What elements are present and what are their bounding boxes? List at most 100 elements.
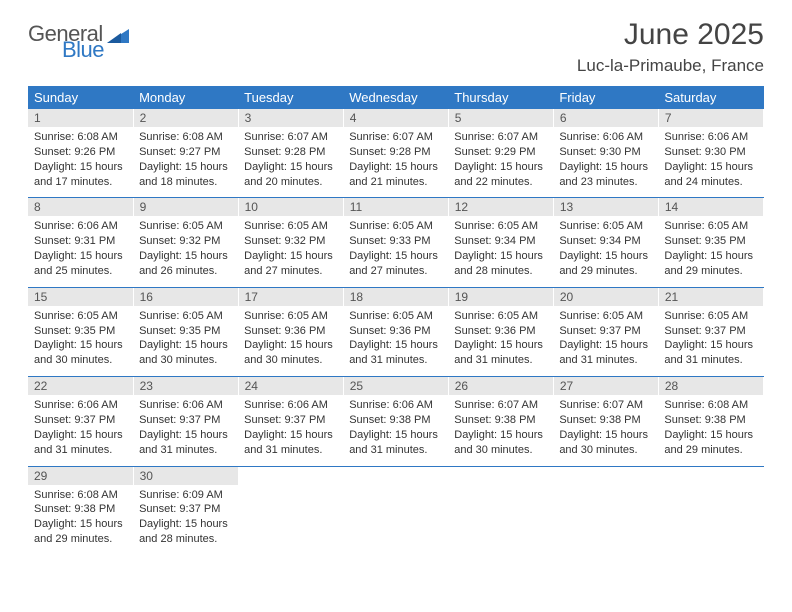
day-number-cell: 2 (133, 109, 238, 127)
day-number-cell: 12 (448, 198, 553, 216)
sunset-text: Sunset: 9:34 PM (559, 234, 652, 249)
daylight-text-2: and 31 minutes. (559, 353, 652, 368)
day-number-cell: 14 (658, 198, 763, 216)
sunset-text: Sunset: 9:28 PM (349, 145, 442, 160)
daylight-text-1: Daylight: 15 hours (454, 160, 547, 175)
day-detail-cell: Sunrise: 6:08 AMSunset: 9:38 PMDaylight:… (28, 485, 133, 555)
day-number-cell (553, 467, 658, 485)
day-detail-cell: Sunrise: 6:05 AMSunset: 9:34 PMDaylight:… (448, 216, 553, 287)
day-detail-cell: Sunrise: 6:06 AMSunset: 9:30 PMDaylight:… (553, 127, 658, 198)
day-detail-cell: Sunrise: 6:09 AMSunset: 9:37 PMDaylight:… (133, 485, 238, 555)
day-number-cell: 19 (448, 288, 553, 306)
day-number-cell (448, 467, 553, 485)
day-detail-cell: Sunrise: 6:06 AMSunset: 9:30 PMDaylight:… (658, 127, 763, 198)
daylight-text-2: and 29 minutes. (559, 264, 652, 279)
daylight-text-1: Daylight: 15 hours (454, 428, 547, 443)
sunrise-text: Sunrise: 6:06 AM (139, 398, 232, 413)
dow-header: Sunday (28, 86, 133, 109)
day-detail-row: Sunrise: 6:08 AMSunset: 9:38 PMDaylight:… (28, 485, 764, 555)
calendar-table: SundayMondayTuesdayWednesdayThursdayFrid… (28, 86, 764, 555)
title-block: June 2025 Luc-la-Primaube, France (577, 18, 764, 76)
sunrise-text: Sunrise: 6:08 AM (139, 130, 232, 145)
day-number-cell: 22 (28, 377, 133, 395)
day-number-cell: 6 (553, 109, 658, 127)
location: Luc-la-Primaube, France (577, 56, 764, 76)
sunrise-text: Sunrise: 6:05 AM (139, 309, 232, 324)
day-detail-cell (238, 485, 343, 555)
sunrise-text: Sunrise: 6:06 AM (34, 398, 127, 413)
day-detail-cell (553, 485, 658, 555)
sunrise-text: Sunrise: 6:08 AM (664, 398, 757, 413)
sunset-text: Sunset: 9:35 PM (34, 324, 127, 339)
daylight-text-1: Daylight: 15 hours (559, 160, 652, 175)
daylight-text-1: Daylight: 15 hours (244, 338, 337, 353)
day-detail-cell: Sunrise: 6:06 AMSunset: 9:37 PMDaylight:… (133, 395, 238, 466)
sunset-text: Sunset: 9:38 PM (349, 413, 442, 428)
sunset-text: Sunset: 9:32 PM (139, 234, 232, 249)
dow-header: Saturday (658, 86, 763, 109)
day-detail-cell: Sunrise: 6:05 AMSunset: 9:32 PMDaylight:… (133, 216, 238, 287)
day-number-cell: 11 (343, 198, 448, 216)
day-number-cell: 4 (343, 109, 448, 127)
daylight-text-1: Daylight: 15 hours (34, 517, 127, 532)
daylight-text-1: Daylight: 15 hours (349, 249, 442, 264)
sunset-text: Sunset: 9:29 PM (454, 145, 547, 160)
daylight-text-1: Daylight: 15 hours (454, 249, 547, 264)
daylight-text-2: and 27 minutes. (244, 264, 337, 279)
sunrise-text: Sunrise: 6:05 AM (454, 309, 547, 324)
daylight-text-2: and 30 minutes. (34, 353, 127, 368)
day-detail-cell: Sunrise: 6:06 AMSunset: 9:37 PMDaylight:… (28, 395, 133, 466)
sunrise-text: Sunrise: 6:06 AM (244, 398, 337, 413)
sunset-text: Sunset: 9:34 PM (454, 234, 547, 249)
daylight-text-1: Daylight: 15 hours (664, 428, 757, 443)
sunset-text: Sunset: 9:38 PM (664, 413, 757, 428)
dow-header: Tuesday (238, 86, 343, 109)
sunset-text: Sunset: 9:36 PM (349, 324, 442, 339)
daylight-text-2: and 29 minutes. (34, 532, 127, 547)
day-number-cell (238, 467, 343, 485)
daylight-text-2: and 21 minutes. (349, 175, 442, 190)
daylight-text-2: and 30 minutes. (559, 443, 652, 458)
sunrise-text: Sunrise: 6:05 AM (349, 309, 442, 324)
sunrise-text: Sunrise: 6:05 AM (559, 309, 652, 324)
daylight-text-2: and 29 minutes. (664, 443, 757, 458)
daylight-text-2: and 31 minutes. (349, 443, 442, 458)
day-number-cell: 27 (553, 377, 658, 395)
daylight-text-1: Daylight: 15 hours (349, 338, 442, 353)
day-detail-cell: Sunrise: 6:05 AMSunset: 9:35 PMDaylight:… (133, 306, 238, 377)
daylight-text-1: Daylight: 15 hours (559, 249, 652, 264)
day-detail-cell: Sunrise: 6:05 AMSunset: 9:37 PMDaylight:… (658, 306, 763, 377)
daylight-text-1: Daylight: 15 hours (34, 160, 127, 175)
sunrise-text: Sunrise: 6:06 AM (559, 130, 652, 145)
logo-text-blue: Blue (62, 40, 129, 60)
sunset-text: Sunset: 9:36 PM (244, 324, 337, 339)
day-number-cell: 10 (238, 198, 343, 216)
day-detail-cell: Sunrise: 6:08 AMSunset: 9:27 PMDaylight:… (133, 127, 238, 198)
header: General Blue June 2025 Luc-la-Primaube, … (28, 18, 764, 76)
dow-header: Thursday (448, 86, 553, 109)
sunrise-text: Sunrise: 6:07 AM (244, 130, 337, 145)
sunrise-text: Sunrise: 6:09 AM (139, 488, 232, 503)
day-detail-row: Sunrise: 6:08 AMSunset: 9:26 PMDaylight:… (28, 127, 764, 198)
day-detail-cell: Sunrise: 6:08 AMSunset: 9:26 PMDaylight:… (28, 127, 133, 198)
daylight-text-2: and 31 minutes. (664, 353, 757, 368)
sunrise-text: Sunrise: 6:07 AM (559, 398, 652, 413)
day-number-cell: 15 (28, 288, 133, 306)
sunrise-text: Sunrise: 6:05 AM (664, 219, 757, 234)
sunset-text: Sunset: 9:27 PM (139, 145, 232, 160)
day-detail-cell: Sunrise: 6:07 AMSunset: 9:38 PMDaylight:… (448, 395, 553, 466)
daylight-text-2: and 25 minutes. (34, 264, 127, 279)
day-detail-cell: Sunrise: 6:05 AMSunset: 9:32 PMDaylight:… (238, 216, 343, 287)
day-number-cell: 26 (448, 377, 553, 395)
sunrise-text: Sunrise: 6:05 AM (664, 309, 757, 324)
sunrise-text: Sunrise: 6:08 AM (34, 488, 127, 503)
day-detail-cell: Sunrise: 6:05 AMSunset: 9:35 PMDaylight:… (658, 216, 763, 287)
daylight-text-2: and 31 minutes. (34, 443, 127, 458)
sunset-text: Sunset: 9:33 PM (349, 234, 442, 249)
daylight-text-1: Daylight: 15 hours (244, 160, 337, 175)
daylight-text-1: Daylight: 15 hours (244, 428, 337, 443)
daylight-text-1: Daylight: 15 hours (139, 338, 232, 353)
day-number-cell: 24 (238, 377, 343, 395)
sunset-text: Sunset: 9:38 PM (34, 502, 127, 517)
day-number-row: 2930 (28, 467, 764, 485)
